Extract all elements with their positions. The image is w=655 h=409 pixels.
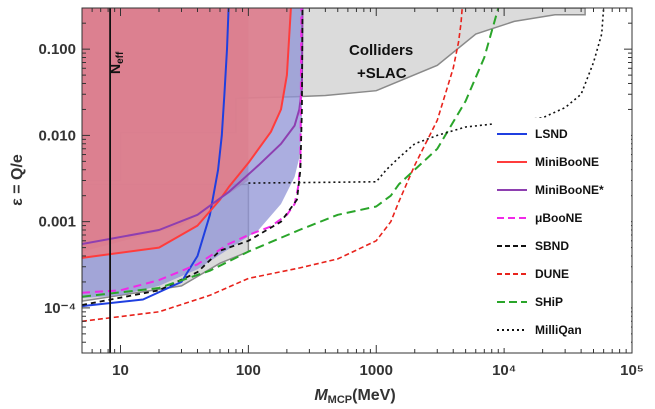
x-axis-title: MMCP(MeV)	[314, 387, 395, 406]
legend-label-milliqan: MilliQan	[535, 323, 582, 337]
series-milliqan-line	[248, 8, 605, 184]
series-sbnd-line	[82, 8, 304, 306]
neff-label: Neff	[107, 51, 126, 74]
neff-label-subscript: eff	[115, 51, 126, 64]
x-axis-subscript: MCP	[328, 394, 352, 406]
x-axis-symbol: M	[314, 387, 328, 404]
neff-label-base: N	[107, 64, 123, 74]
series-dune-line	[82, 8, 463, 323]
series-lsnd-line	[82, 8, 230, 308]
legend-label-miniboone: MiniBooNE	[535, 155, 599, 169]
x-tick-label: 1000	[360, 362, 393, 379]
series-lines	[82, 8, 605, 353]
x-tick-label: 10⁴	[492, 362, 516, 379]
x-axis-unit: (MeV)	[352, 387, 396, 404]
y-tick-label: 0.001	[38, 214, 76, 231]
series-ship-line	[82, 8, 500, 298]
annotation-colliders: Colliders	[349, 42, 413, 59]
legend-label-microboone: μBooNE	[535, 211, 582, 225]
y-tick-label: 10⁻⁴	[44, 300, 76, 317]
legend: LSND MiniBooNE MiniBooNE* μBooNE SBND DUNE SHi…	[497, 127, 604, 337]
legend-label-miniboone-star: MiniBooNE*	[535, 183, 604, 197]
x-tick-label: 100	[236, 362, 261, 379]
y-tick-label: 0.010	[38, 127, 76, 144]
series-miniboone-line	[82, 8, 292, 259]
x-tick-label: 10⁵	[620, 362, 644, 379]
legend-label-sbnd: SBND	[535, 239, 569, 253]
legend-label-ship: SHiP	[535, 295, 563, 309]
y-axis-title: ε = Q/e	[9, 154, 26, 206]
region-miniboone	[82, 8, 291, 258]
y-axis: 10⁻⁴ 0.001 0.010 0.100	[38, 22, 632, 354]
legend-label-lsnd: LSND	[535, 127, 568, 141]
legend-label-dune: DUNE	[535, 267, 569, 281]
excluded-regions	[82, 8, 586, 302]
annotation-slac: +SLAC	[357, 65, 407, 82]
series-microboone-line	[82, 8, 303, 294]
x-axis: 10 100 1000 10⁴ 10⁵	[81, 8, 644, 379]
y-tick-label: 0.100	[38, 41, 76, 58]
x-tick-label: 10	[112, 362, 129, 379]
legend-box	[492, 118, 631, 348]
